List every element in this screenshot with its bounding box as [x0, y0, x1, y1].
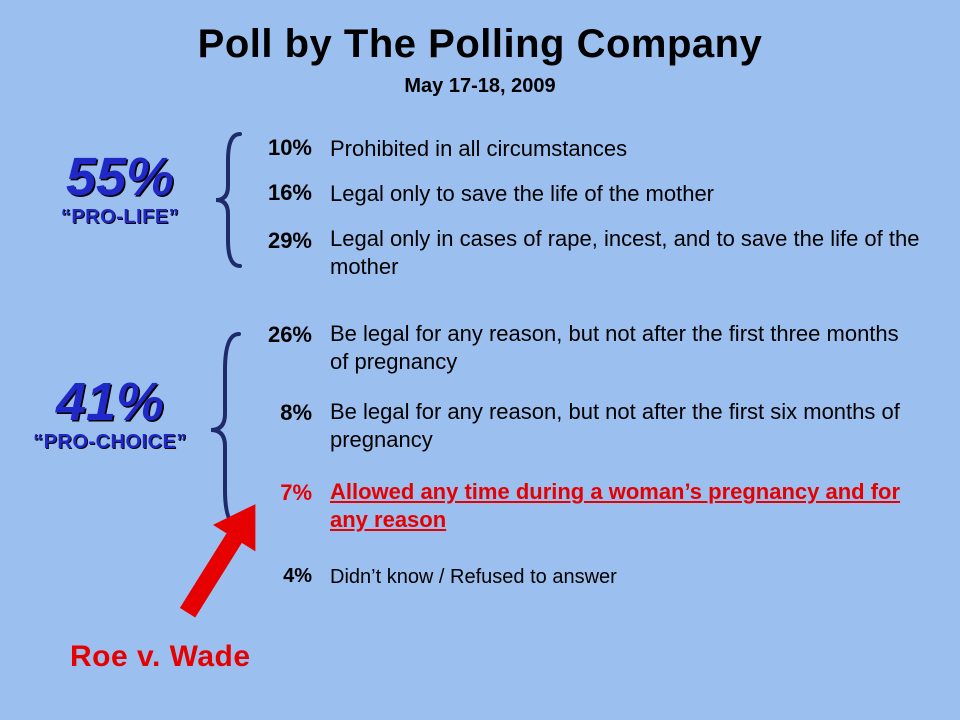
roe-v-wade-label: Roe v. Wade: [70, 640, 251, 674]
group-prolife-name: “PRO-LIFE”: [25, 206, 215, 229]
group-prochoice-name: “PRO-CHOICE”: [10, 431, 210, 454]
group-prolife: 55% “PRO-LIFE”: [25, 150, 215, 229]
row-pct-4: 8%: [250, 400, 312, 426]
row-pct-3: 26%: [250, 322, 312, 348]
row-desc-5: Allowed any time during a woman’s pregna…: [330, 478, 920, 533]
brace-prolife: [210, 130, 250, 270]
group-prolife-pct: 55%: [25, 150, 215, 204]
poll-title: Poll by The Polling Company: [0, 0, 960, 67]
brace-prochoice: [205, 330, 249, 530]
row-pct-1: 16%: [250, 180, 312, 206]
row-desc-6: Didn’t know / Refused to answer: [330, 565, 920, 590]
poll-date: May 17-18, 2009: [0, 75, 960, 98]
row-desc-1: Legal only to save the life of the mothe…: [330, 180, 920, 208]
row-pct-6: 4%: [250, 565, 312, 588]
row-desc-3: Be legal for any reason, but not after t…: [330, 320, 920, 375]
group-prochoice-pct: 41%: [10, 375, 210, 429]
row-pct-5: 7%: [250, 480, 312, 506]
row-desc-2: Legal only in cases of rape, incest, and…: [330, 225, 920, 280]
row-desc-0: Prohibited in all circumstances: [330, 135, 920, 163]
group-prochoice: 41% “PRO-CHOICE”: [10, 375, 210, 454]
row-pct-2: 29%: [250, 228, 312, 254]
row-desc-4: Be legal for any reason, but not after t…: [330, 398, 920, 453]
row-pct-0: 10%: [250, 135, 312, 161]
